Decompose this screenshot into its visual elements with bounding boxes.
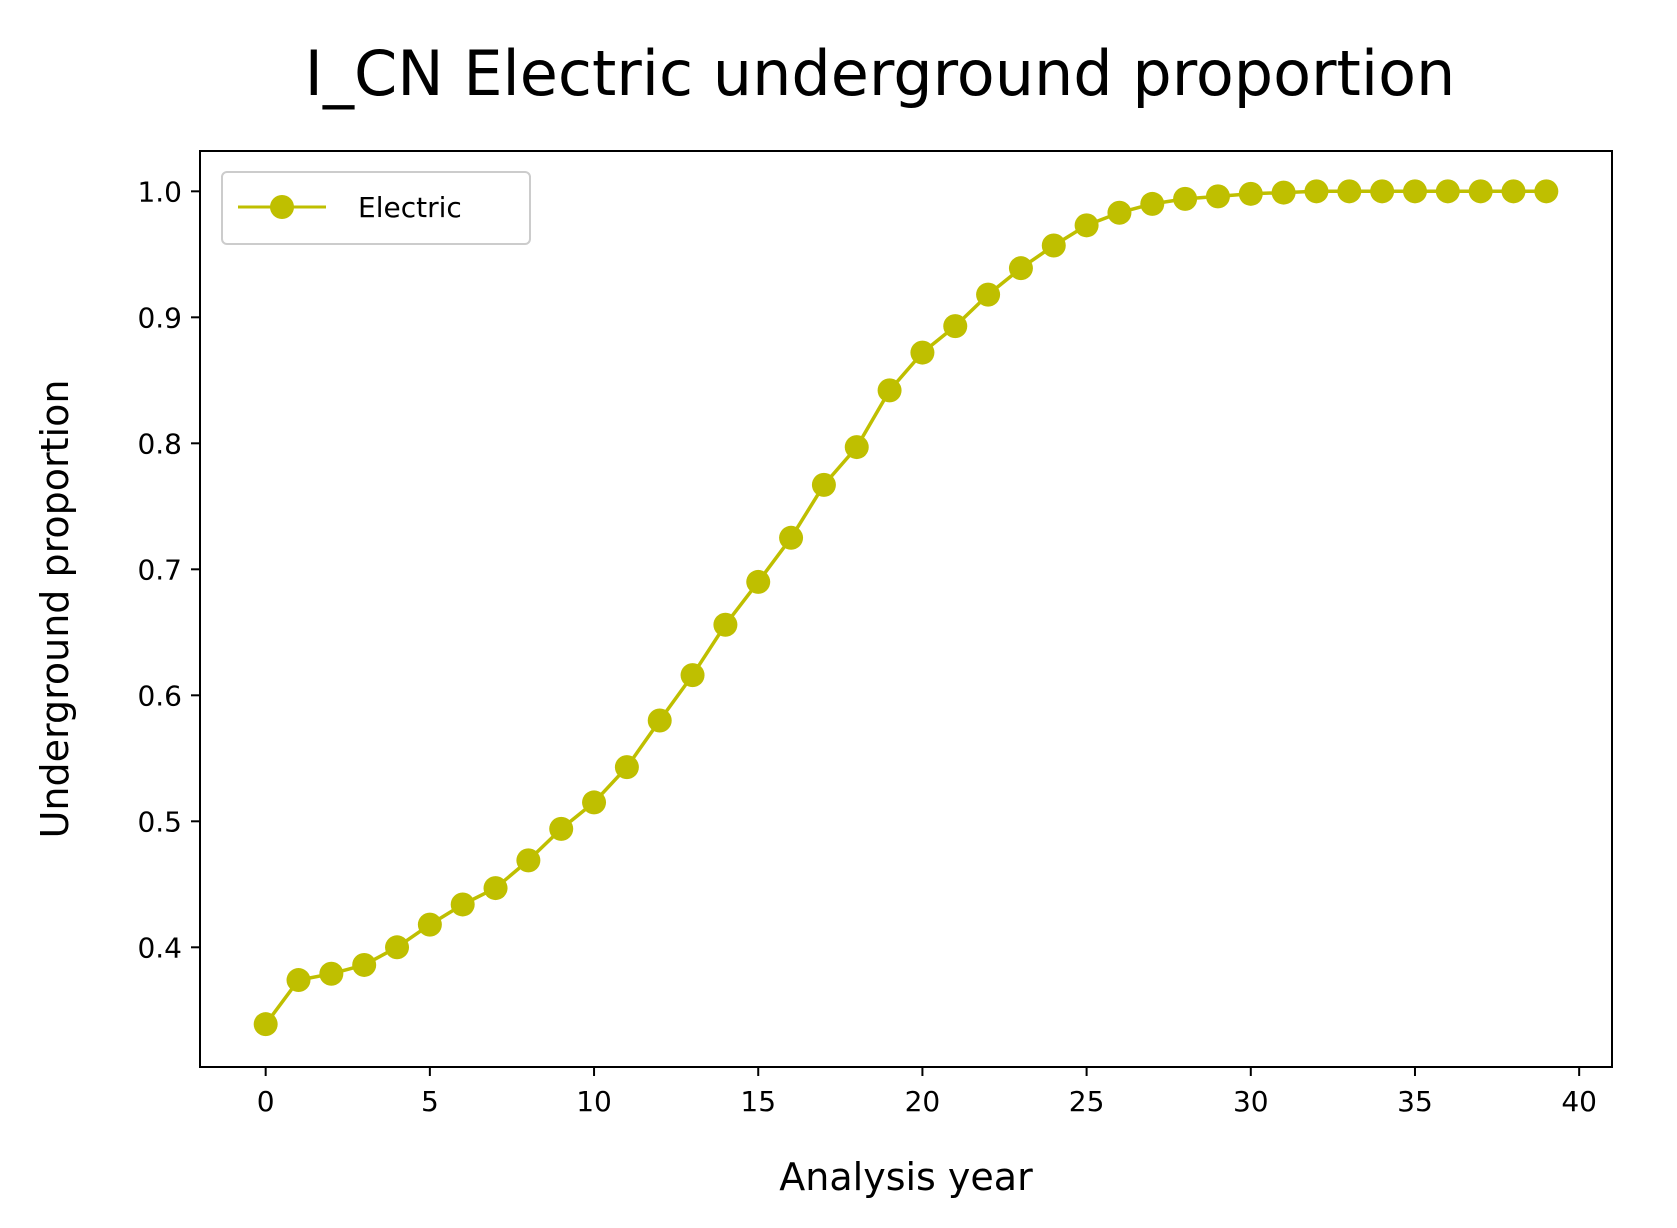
x-tick-label: 0	[257, 1085, 275, 1118]
data-point	[976, 282, 1001, 307]
data-point	[286, 968, 311, 993]
data-point	[680, 663, 705, 688]
data-point	[614, 755, 639, 780]
legend: Electric	[221, 171, 531, 245]
x-tick-label: 10	[576, 1085, 612, 1118]
data-point	[746, 569, 771, 594]
data-point	[844, 435, 869, 460]
series-layer	[253, 179, 1559, 1037]
data-point	[1205, 184, 1230, 209]
data-point	[910, 340, 935, 365]
data-point	[1238, 181, 1263, 206]
x-tick-label: 25	[1069, 1085, 1105, 1118]
plot-area: 0 5 10 15 20 25 30 35 40 0.4 0.5 0.6 0.7 0.8 0.9 1.0	[137, 150, 1613, 1118]
legend-label: Electric	[358, 191, 462, 224]
data-point	[1435, 179, 1460, 204]
data-point	[319, 961, 344, 986]
x-tick-label: 15	[740, 1085, 776, 1118]
data-point	[1173, 186, 1198, 211]
data-point	[1501, 179, 1526, 204]
plot-frame	[199, 150, 1613, 1068]
data-point	[385, 935, 410, 960]
data-point	[450, 892, 475, 917]
data-point	[417, 912, 442, 937]
data-point	[253, 1012, 278, 1037]
chart-title: I_CN Electric underground proportion	[305, 37, 1456, 110]
data-point	[1534, 179, 1559, 204]
x-tick-label: 20	[905, 1085, 941, 1118]
x-axis: 0 5 10 15 20 25 30 35 40	[257, 1067, 1597, 1118]
data-point	[582, 790, 607, 815]
data-point	[1140, 191, 1165, 216]
data-point	[1370, 179, 1395, 204]
data-point	[811, 472, 836, 497]
y-tick-label: 1.0	[137, 175, 182, 208]
data-point	[516, 848, 541, 873]
y-tick-label: 0.9	[137, 301, 182, 334]
data-point	[1008, 256, 1033, 281]
y-axis-label: Underground proportion	[33, 380, 77, 839]
series-line-electric	[264, 189, 1547, 1026]
data-point	[877, 378, 902, 403]
y-axis: 0.4 0.5 0.6 0.7 0.8 0.9 1.0	[137, 175, 200, 964]
x-tick-label: 35	[1397, 1085, 1433, 1118]
data-point	[943, 314, 968, 339]
x-tick-label: 5	[421, 1085, 439, 1118]
data-point	[1402, 179, 1427, 204]
x-axis-label: Analysis year	[779, 1155, 1033, 1199]
data-point	[1304, 179, 1329, 204]
data-point	[647, 708, 672, 733]
y-tick-label: 0.6	[137, 679, 182, 712]
legend-box	[221, 171, 531, 245]
y-tick-label: 0.7	[137, 553, 182, 586]
data-point	[352, 952, 377, 977]
data-point	[713, 612, 738, 637]
legend-marker-sample	[270, 195, 294, 219]
x-tick-label: 40	[1561, 1085, 1597, 1118]
data-point	[1074, 213, 1099, 238]
y-tick-label: 0.4	[137, 931, 182, 964]
data-point	[1271, 180, 1296, 205]
y-tick-label: 0.8	[137, 427, 182, 460]
data-point	[779, 525, 804, 550]
y-tick-label: 0.5	[137, 805, 182, 838]
data-point	[1041, 233, 1066, 258]
data-point	[1107, 200, 1132, 225]
data-point	[549, 816, 574, 841]
data-point	[483, 876, 508, 901]
data-point	[1468, 179, 1493, 204]
data-point	[1337, 179, 1362, 204]
x-tick-label: 30	[1233, 1085, 1269, 1118]
